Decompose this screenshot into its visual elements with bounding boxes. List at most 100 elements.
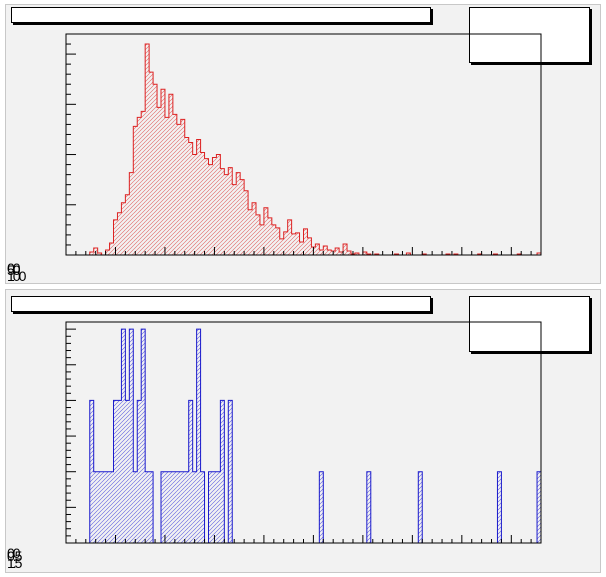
top-hist-bar xyxy=(129,172,134,255)
bottom-hist-bar xyxy=(366,471,371,543)
bottom-hist-bar xyxy=(149,471,154,543)
bottom-hist-bar xyxy=(176,471,181,543)
top-hist-bar xyxy=(141,111,146,255)
top-hist-bar xyxy=(188,142,193,255)
bottom-hist-bar xyxy=(319,471,324,543)
top-hist-bar xyxy=(228,167,233,255)
top-hist-bar xyxy=(145,44,150,255)
top-overlap-label-2: 50 xyxy=(7,262,21,278)
top-hist-bar xyxy=(315,243,320,255)
top-hist-bar xyxy=(224,174,229,255)
top-hist-bar xyxy=(366,253,371,255)
top-hist-bar xyxy=(291,233,296,255)
top-hist-bar xyxy=(232,184,237,255)
top-overlap-label-1: 00 xyxy=(7,260,21,276)
bottom-hist-bar xyxy=(101,471,106,543)
top-hist-bar xyxy=(335,247,340,255)
top-hist-bars xyxy=(66,43,542,256)
bottom-overlap-label-1: 00 xyxy=(7,545,21,561)
top-hist-bar xyxy=(493,253,498,255)
top-hist-bar xyxy=(168,94,173,255)
top-hist-bar xyxy=(204,158,209,255)
bottom-hist-bar xyxy=(220,400,225,543)
bottom-hist-bar xyxy=(192,471,197,543)
top-hist-bar xyxy=(164,117,169,255)
bottom-hist-bar xyxy=(113,400,118,543)
top-hist-bar xyxy=(176,124,181,255)
top-hist-bar xyxy=(343,243,348,255)
top-hist-bar xyxy=(275,227,280,255)
top-hist-bar xyxy=(89,251,94,255)
bottom-hist-bar xyxy=(164,471,169,543)
top-hist-bar xyxy=(97,252,102,255)
top-hist-bar xyxy=(133,126,138,255)
top-hist-bar xyxy=(267,217,272,255)
top-hist-bar xyxy=(394,253,399,255)
bottom-hist-bar xyxy=(537,471,541,543)
top-hist-bar xyxy=(295,232,300,255)
bottom-overlap-label-2: 0.5 xyxy=(7,548,23,564)
top-hist-bar xyxy=(236,172,241,255)
bottom-hist-bar xyxy=(145,471,150,543)
bottom-overlap-label-3: 1.5 xyxy=(7,555,23,571)
bottom-histogram-pad: 00 0.5 1.5 xyxy=(5,289,601,573)
bottom-hist-bar xyxy=(141,329,146,543)
bottom-x-ticks xyxy=(65,535,542,543)
top-hist-bar xyxy=(354,252,359,255)
top-hist-bar xyxy=(125,194,130,255)
top-plot-frame xyxy=(65,33,542,256)
top-hist-bar xyxy=(216,154,221,255)
top-hist-bar xyxy=(200,152,205,255)
top-histogram-chart xyxy=(65,33,542,256)
bottom-hist-bar xyxy=(121,329,126,543)
top-hist-bar xyxy=(323,245,328,255)
bottom-hist-bar xyxy=(200,471,205,543)
top-hist-bar xyxy=(220,168,225,255)
top-hist-bar xyxy=(252,202,256,255)
top-hist-bar xyxy=(149,72,154,255)
top-hist-bar xyxy=(319,249,324,255)
top-hist-bar xyxy=(347,250,351,255)
top-hist-bar xyxy=(307,237,312,255)
bottom-hist-bar xyxy=(109,471,114,543)
top-hist-bar xyxy=(303,228,308,255)
bottom-hist-bar xyxy=(97,471,102,543)
top-hist-bar xyxy=(299,241,304,255)
top-hist-bar xyxy=(517,253,522,255)
bottom-y-ticks xyxy=(66,321,76,544)
top-hist-bar xyxy=(208,164,213,255)
top-hist-bar xyxy=(113,219,118,255)
top-hist-bar xyxy=(374,253,379,255)
top-hist-bar xyxy=(327,249,332,255)
bottom-hist-bars xyxy=(66,328,542,544)
top-pad-title-box xyxy=(11,7,431,23)
top-hist-bar xyxy=(287,219,292,255)
top-hist-bar xyxy=(256,214,260,255)
bottom-plot-frame xyxy=(65,321,542,544)
top-hist-outline xyxy=(66,43,542,256)
bottom-hist-bar xyxy=(93,471,98,543)
bottom-hist-bar xyxy=(184,471,189,543)
bottom-hist-bar xyxy=(161,471,165,543)
top-hist-bar xyxy=(137,117,142,255)
bottom-histogram-chart xyxy=(65,321,542,544)
top-hist-bar xyxy=(161,89,165,255)
bottom-hist-bar xyxy=(216,471,221,543)
bottom-hist-bar xyxy=(129,329,134,543)
top-hist-bar xyxy=(196,139,201,255)
top-hist-bar xyxy=(422,253,427,255)
top-hist-bar xyxy=(121,202,126,255)
top-hist-bar xyxy=(240,179,245,255)
top-hist-bar xyxy=(109,242,114,255)
bottom-hist-bar xyxy=(133,471,138,543)
top-hist-bar xyxy=(180,119,185,256)
bottom-stats-box xyxy=(469,296,590,352)
top-hist-bar xyxy=(192,154,197,255)
top-hist-bar xyxy=(283,231,288,255)
bottom-hist-bar xyxy=(497,471,502,543)
top-y-ticks xyxy=(66,33,76,256)
bottom-hist-bar xyxy=(137,400,142,543)
top-hist-bar xyxy=(212,157,217,255)
bottom-pad-title-box xyxy=(11,296,431,312)
bottom-hist-bar xyxy=(196,329,201,543)
